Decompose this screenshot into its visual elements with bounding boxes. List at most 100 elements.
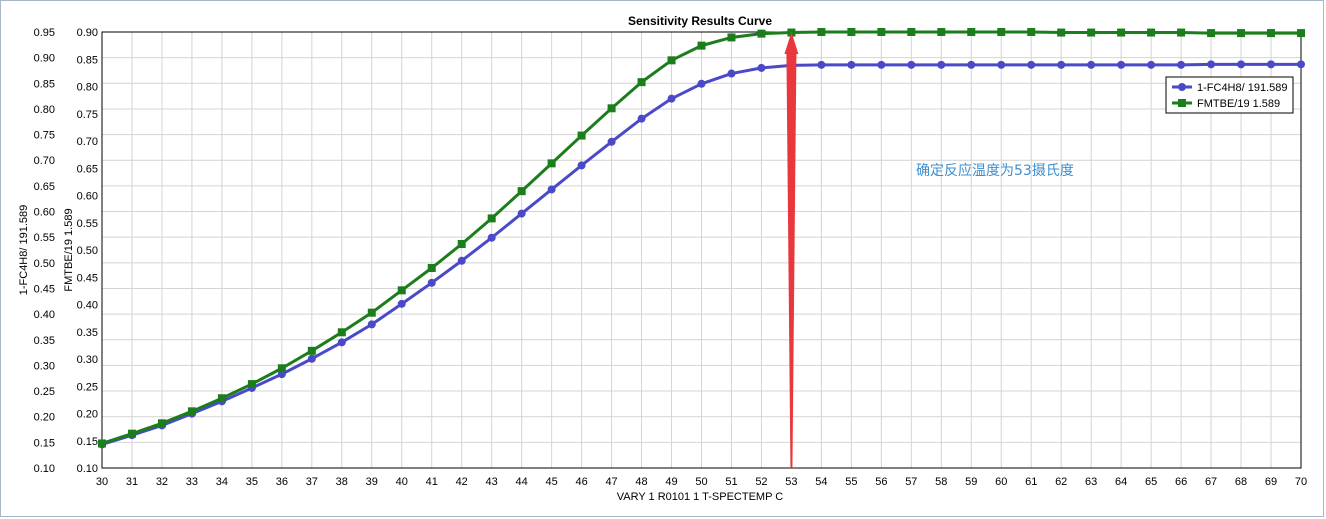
y-axis-right-label: FMTBE/19 1.589 (63, 208, 75, 291)
x-tick-label: 67 (1205, 476, 1217, 488)
y-right-tick-label: 0.90 (77, 27, 98, 39)
x-tick-label: 53 (785, 476, 797, 488)
x-tick-label: 41 (426, 476, 438, 488)
y-left-tick-label: 0.20 (34, 412, 55, 424)
x-tick-label: 55 (845, 476, 857, 488)
x-tick-label: 56 (875, 476, 887, 488)
y-left-tick-label: 0.65 (34, 181, 55, 193)
x-tick-label: 64 (1115, 476, 1127, 488)
plot-border (101, 31, 1302, 469)
y-right-tick-label: 0.85 (77, 54, 98, 66)
data-point (457, 240, 466, 249)
data-point (667, 94, 676, 103)
y-right-tick-label: 0.50 (77, 245, 98, 257)
data-point (937, 28, 946, 36)
data-point (997, 28, 1006, 36)
x-tick-label: 57 (905, 476, 917, 488)
x-tick-label: 47 (605, 476, 617, 488)
y-right-tick-label: 0.75 (77, 109, 98, 121)
x-tick-label: 50 (695, 476, 707, 488)
x-tick-label: 48 (635, 476, 647, 488)
data-point (907, 60, 916, 69)
data-point (397, 299, 406, 308)
data-point (667, 56, 676, 65)
x-tick-label: 70 (1295, 476, 1307, 488)
data-point (337, 328, 346, 337)
legend-label-series-1: 1-FC4H8/ 191.589 (1197, 82, 1288, 94)
x-tick-label: 42 (456, 476, 468, 488)
series-2 (98, 28, 1305, 448)
data-point (427, 278, 436, 287)
data-point (637, 78, 646, 87)
data-point (187, 407, 196, 416)
data-point (967, 60, 976, 69)
data-point (277, 364, 286, 373)
data-point (1177, 28, 1186, 37)
x-tick-label: 39 (366, 476, 378, 488)
data-point (487, 214, 496, 223)
data-point (1237, 60, 1246, 69)
data-point (1297, 29, 1305, 38)
data-point (817, 60, 826, 69)
data-point (1207, 29, 1216, 38)
y-right-tick-label: 0.20 (77, 409, 98, 421)
y-right-tick-label: 0.15 (77, 436, 98, 448)
y-left-tick-label: 0.25 (34, 386, 55, 398)
data-point (1117, 28, 1126, 37)
data-point (1027, 28, 1036, 36)
y-left-tick-label: 0.95 (34, 27, 55, 39)
x-axis-label: VARY 1 R0101 1 T-SPECTEMP C (617, 491, 784, 503)
data-point (877, 60, 886, 69)
y-left-tick-label: 0.50 (34, 258, 55, 270)
data-point (817, 28, 826, 36)
y-left-tick-label: 0.40 (34, 309, 55, 321)
y-right-tick-label: 0.45 (77, 272, 98, 284)
data-point (847, 60, 856, 69)
data-point (607, 137, 616, 146)
x-tick-label: 62 (1055, 476, 1067, 488)
data-point (1027, 60, 1036, 69)
y-axis-left-ticks: 0.10 0.15 0.20 0.25 0.30 0.35 0.40 0.45 0.50 0.55… (34, 27, 55, 475)
x-tick-label: 40 (396, 476, 408, 488)
y-right-tick-label: 0.60 (77, 191, 98, 203)
x-tick-label: 33 (186, 476, 198, 488)
y-axis-left-label: 1-FC4H8/ 191.589 (18, 205, 30, 296)
y-left-tick-label: 0.85 (34, 78, 55, 90)
data-point (1267, 60, 1276, 69)
y-left-tick-label: 0.90 (34, 53, 55, 65)
data-point (1177, 60, 1186, 69)
x-tick-label: 45 (546, 476, 558, 488)
y-right-tick-label: 0.65 (77, 163, 98, 175)
y-right-tick-label: 0.35 (77, 327, 98, 339)
x-tick-label: 69 (1265, 476, 1277, 488)
data-point (637, 114, 646, 123)
x-tick-label: 61 (1025, 476, 1037, 488)
data-point (1147, 28, 1156, 37)
data-point (127, 429, 136, 438)
x-tick-label: 46 (575, 476, 587, 488)
x-tick-label: 37 (306, 476, 318, 488)
x-tick-label: 38 (336, 476, 348, 488)
legend-marker-circle (1178, 83, 1186, 91)
x-tick-label: 68 (1235, 476, 1247, 488)
data-point (98, 439, 106, 448)
chart-title: Sensitivity Results Curve (628, 14, 772, 28)
x-tick-label: 58 (935, 476, 947, 488)
data-point (1237, 29, 1246, 38)
x-tick-label: 30 (96, 476, 108, 488)
data-point (427, 263, 436, 272)
data-point (547, 185, 556, 194)
data-point (847, 28, 856, 36)
y-left-tick-label: 0.75 (34, 130, 55, 142)
data-point (997, 60, 1006, 69)
data-point (697, 79, 706, 88)
data-point (457, 256, 466, 265)
data-point (367, 320, 376, 329)
data-point (1087, 28, 1096, 37)
x-tick-label: 35 (246, 476, 258, 488)
y-left-tick-label: 0.35 (34, 335, 55, 347)
y-left-tick-label: 0.60 (34, 207, 55, 219)
grid (101, 31, 1302, 469)
